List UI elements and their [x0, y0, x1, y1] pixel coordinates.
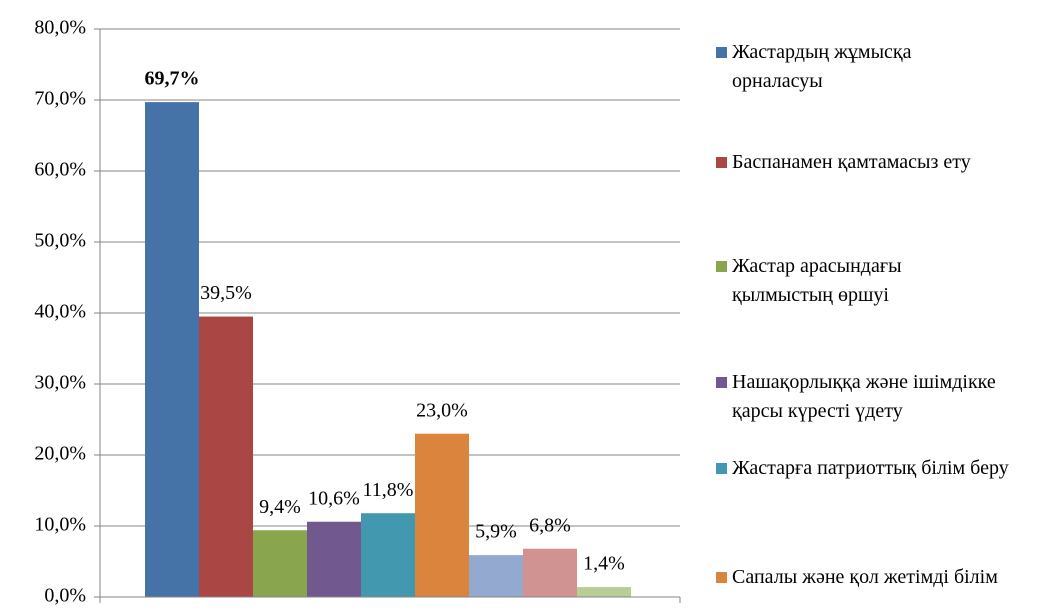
legend-swatch [716, 47, 727, 58]
data-label: 23,0% [416, 399, 468, 421]
bar [361, 513, 415, 597]
data-label: 11,8% [363, 479, 414, 501]
legend-entry: Жастар арасындағы қылмыстың өршуі [716, 252, 1046, 310]
legend-entry: Жастарға патриоттық білім беру [716, 454, 1046, 483]
legend-entry: Нашақорлыққа және ішімдікке қарсы күрест… [716, 368, 1046, 426]
legend-entry: Сапалы және қол жетімді білім [716, 563, 1046, 592]
y-tick-label: 80,0% [34, 17, 86, 39]
bar [307, 521, 361, 597]
y-tick-label: 50,0% [34, 230, 86, 252]
legend-swatch [716, 463, 727, 474]
bar [199, 316, 253, 597]
bar [523, 548, 577, 597]
bar [253, 530, 307, 597]
legend-label: Жастарға патриоттық білім беру [732, 457, 1009, 479]
data-label: 10,6% [308, 487, 360, 509]
y-tick-label: 70,0% [34, 88, 86, 110]
bar [145, 102, 199, 597]
legend-entry: Жастардың жұмысқа орналасуы [716, 38, 1046, 96]
legend-label: Сапалы және қол жетімді білім [732, 566, 998, 588]
data-label: 39,5% [200, 282, 252, 304]
legend-swatch [716, 157, 727, 168]
y-tick-label: 10,0% [34, 514, 86, 536]
data-label: 69,7% [145, 68, 200, 90]
y-tick-label: 40,0% [34, 301, 86, 323]
legend-label: Жастардың жұмысқа орналасуы [732, 41, 912, 92]
bar [469, 555, 523, 597]
y-tick-label: 20,0% [34, 443, 86, 465]
legend-entry: Баспанамен қамтамасыз ету [716, 148, 1046, 177]
legend-swatch [716, 261, 727, 272]
legend-swatch [716, 377, 727, 388]
legend-swatch [716, 572, 727, 583]
legend-label: Жастар арасындағы қылмыстың өршуі [732, 255, 902, 306]
y-tick-label: 60,0% [34, 159, 86, 181]
bar [577, 587, 631, 597]
legend-label: Баспанамен қамтамасыз ету [732, 151, 971, 173]
data-label: 1,4% [583, 553, 625, 575]
legend-label: Нашақорлыққа және ішімдікке қарсы күрест… [732, 371, 996, 422]
data-label: 6,8% [529, 514, 571, 536]
data-label: 5,9% [475, 521, 517, 543]
bar [415, 433, 469, 597]
data-label: 9,4% [259, 496, 301, 518]
y-tick-label: 30,0% [34, 372, 86, 394]
y-tick-label: 0,0% [44, 585, 86, 607]
